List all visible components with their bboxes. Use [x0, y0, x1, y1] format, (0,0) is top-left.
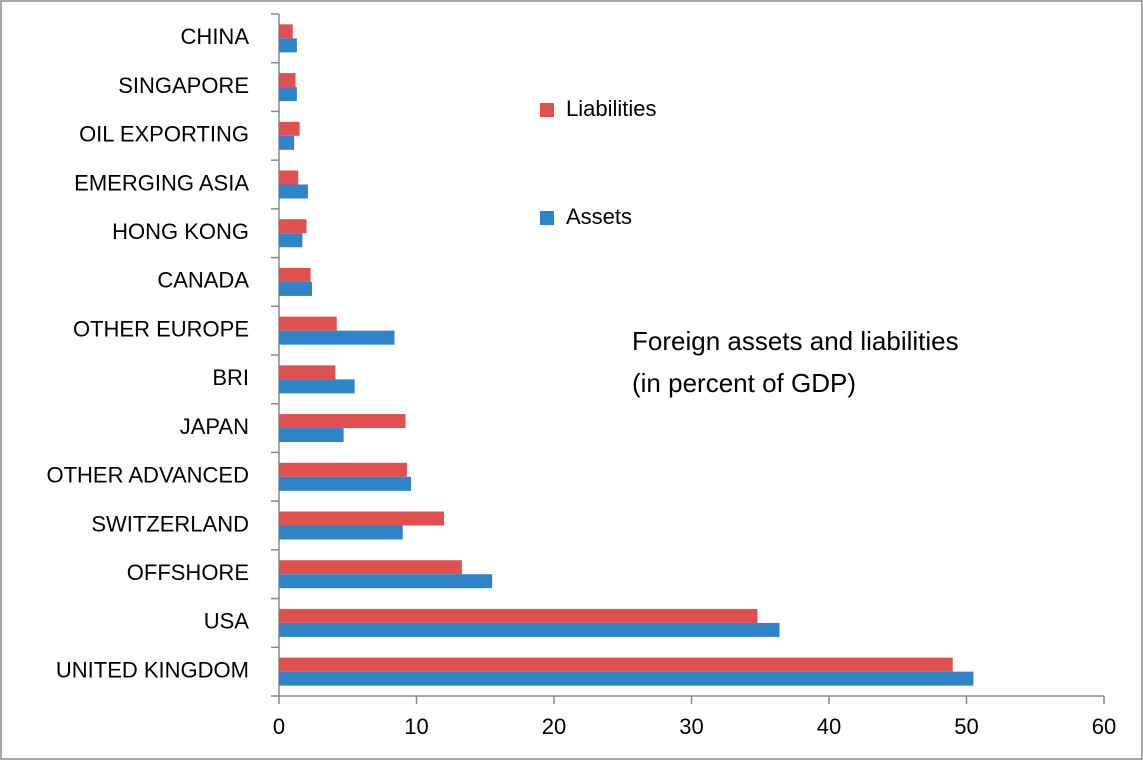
y-tick-label: CHINA — [181, 24, 250, 49]
bar — [279, 219, 307, 234]
y-tick-label: HONG KONG — [112, 219, 249, 244]
y-tick-label: JAPAN — [180, 414, 249, 439]
bar — [279, 428, 344, 443]
y-tick-label: CANADA — [157, 268, 249, 293]
annotation: Foreign assets and liabilities — [632, 326, 959, 356]
y-tick-label: SWITZERLAND — [91, 511, 249, 536]
legend-swatch — [540, 211, 554, 225]
y-tick-label: SINGAPORE — [118, 73, 249, 98]
bar — [279, 121, 300, 136]
bar — [279, 38, 297, 53]
y-tick-label: OFFSHORE — [127, 560, 249, 585]
bar — [279, 330, 395, 345]
bar — [279, 657, 953, 672]
x-tick-label: 20 — [542, 714, 566, 739]
y-tick-label: OTHER EUROPE — [73, 316, 249, 341]
x-tick-label: 60 — [1092, 714, 1116, 739]
bar — [279, 414, 406, 429]
bar — [279, 511, 444, 526]
bar — [279, 608, 758, 623]
x-tick-label: 30 — [679, 714, 703, 739]
annotation: (in percent of GDP) — [632, 368, 856, 398]
y-tick-label: BRI — [212, 365, 249, 390]
x-tick-label: 50 — [954, 714, 978, 739]
bar — [279, 462, 407, 477]
bar — [279, 87, 297, 102]
bar — [279, 316, 337, 331]
y-tick-label: OIL EXPORTING — [79, 122, 249, 147]
bar — [279, 574, 493, 589]
y-tick-label: USA — [204, 609, 250, 634]
legend-label: Liabilities — [566, 96, 657, 121]
x-tick-label: 10 — [404, 714, 428, 739]
bar — [279, 24, 293, 39]
y-tick-label: UNITED KINGDOM — [56, 657, 249, 682]
bar — [279, 73, 296, 88]
bar — [279, 233, 303, 248]
x-tick-label: 40 — [817, 714, 841, 739]
bar — [279, 379, 355, 394]
x-tick-label: 0 — [273, 714, 285, 739]
bar — [279, 560, 462, 575]
y-tick-label: OTHER ADVANCED — [46, 463, 249, 488]
bar — [279, 365, 336, 380]
bar — [279, 135, 295, 150]
bar — [279, 267, 311, 282]
bar — [279, 170, 299, 185]
bar — [279, 525, 403, 540]
bar — [279, 622, 780, 637]
bar — [279, 281, 312, 296]
y-tick-label: EMERGING ASIA — [74, 170, 249, 195]
bar — [279, 671, 974, 686]
bar — [279, 184, 308, 199]
legend-swatch — [540, 103, 554, 117]
bar — [279, 476, 411, 491]
legend-label: Assets — [566, 204, 632, 229]
